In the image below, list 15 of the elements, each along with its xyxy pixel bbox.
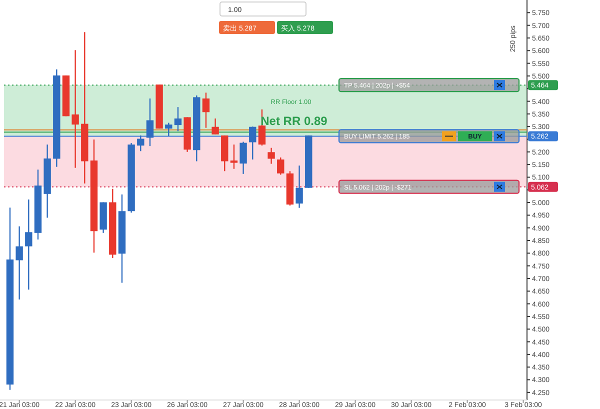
- candlestick: [202, 92, 210, 128]
- candlestick: [146, 98, 154, 147]
- candlestick: [25, 198, 32, 290]
- candlestick: [277, 156, 284, 176]
- candlestick: [230, 144, 238, 170]
- candlestick: [137, 134, 144, 152]
- candlestick: [296, 164, 303, 208]
- candlestick: [249, 126, 256, 160]
- candlestick: [268, 147, 275, 164]
- candlestick: [212, 118, 219, 136]
- candlestick: [174, 106, 182, 132]
- candlestick: [72, 50, 79, 168]
- candlestick: [165, 122, 172, 137]
- candlestick: [16, 226, 23, 300]
- candlestick: [240, 141, 247, 175]
